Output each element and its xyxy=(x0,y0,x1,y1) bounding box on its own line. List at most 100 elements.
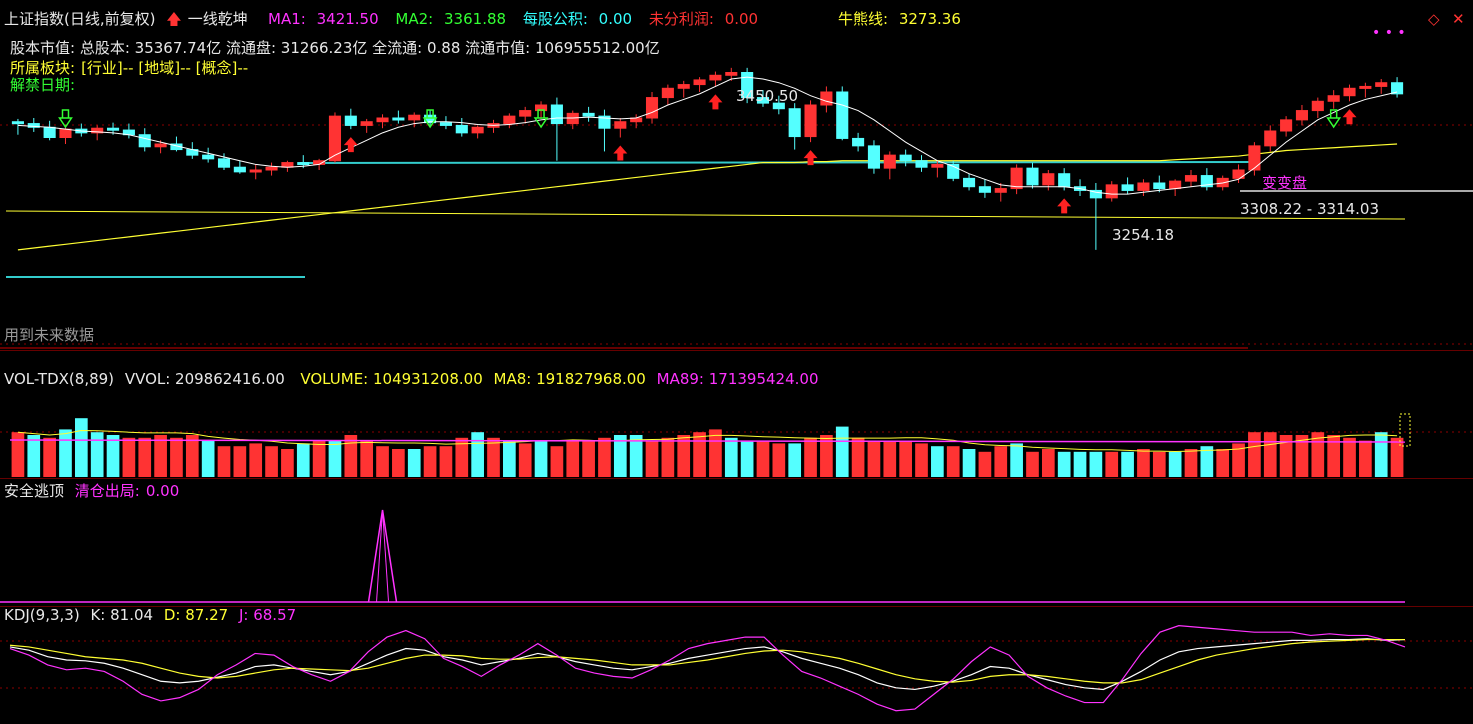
volume-bar xyxy=(1105,451,1119,477)
volume-bar xyxy=(629,435,643,477)
candle-body xyxy=(43,126,56,138)
volume-bar xyxy=(566,440,580,477)
kdj-header: KDJ(9,3,3) K: 81.04 D: 87.27 J: 68.57 xyxy=(4,606,302,624)
volume-chart[interactable] xyxy=(0,350,1473,478)
candle-body xyxy=(233,166,246,173)
volume-bar xyxy=(1263,432,1277,477)
safety-panel[interactable]: 安全逃顶 清仓出局: 0.00 xyxy=(0,478,1473,606)
volume-bar xyxy=(677,435,691,477)
volume-bar xyxy=(1248,432,1261,477)
candle-fill xyxy=(329,116,341,161)
volume-bar xyxy=(423,446,437,477)
main-chart-panel[interactable]: 上证指数(日线,前复权) 🡅 一线乾坤 MA1: 3421.50 MA2: 336… xyxy=(0,0,1473,350)
safety-header: 安全逃顶 清仓出局: 0.00 xyxy=(4,482,185,500)
more-dots-icon[interactable]: • • • xyxy=(1372,25,1406,41)
volume-bar xyxy=(820,435,833,477)
volume-bar xyxy=(978,451,992,477)
volume-bar xyxy=(233,446,247,477)
candle-fill xyxy=(376,118,389,122)
kdj-indicator-name[interactable]: KDJ(9,3,3) xyxy=(4,606,80,624)
volume-bar xyxy=(724,437,738,477)
volume-bar xyxy=(106,435,120,477)
k-line xyxy=(9,638,1406,691)
candlestick-chart[interactable] xyxy=(0,0,1473,350)
candle-body xyxy=(947,163,960,179)
volume-bar xyxy=(1057,451,1071,477)
candle-body xyxy=(741,72,754,99)
buy-arrow-icon xyxy=(1326,109,1342,129)
candle-fill xyxy=(408,115,420,120)
candle-body xyxy=(202,154,215,160)
volume-bar xyxy=(1010,443,1023,477)
candle-fill xyxy=(1042,173,1054,185)
volume-bar xyxy=(1343,437,1356,477)
candle-fill xyxy=(1264,131,1276,146)
volume-bar xyxy=(1279,435,1293,477)
candle-fill xyxy=(250,170,262,172)
candle-fill xyxy=(995,188,1007,193)
volume-bar xyxy=(1216,449,1230,477)
volume-bar xyxy=(1200,446,1214,477)
candle-fill xyxy=(804,105,817,137)
candle-fill xyxy=(931,164,943,168)
sell-arrow-icon xyxy=(613,145,628,161)
candle-body xyxy=(1026,167,1039,186)
vol-indicator-name[interactable]: VOL-TDX(8,89) xyxy=(4,370,115,388)
volume-bar xyxy=(899,440,912,477)
candle-fill xyxy=(519,110,531,117)
volume-bar xyxy=(170,437,183,477)
candle-fill xyxy=(1169,181,1181,189)
sector-label: 所属板块: xyxy=(10,59,76,77)
candle-fill xyxy=(1328,95,1340,102)
safety-spike xyxy=(367,509,398,603)
volume-bar xyxy=(962,449,976,477)
candle-fill xyxy=(725,72,737,76)
candle-body xyxy=(867,145,880,169)
candle-body xyxy=(836,91,849,139)
volume-bar xyxy=(503,440,516,477)
volume-bar xyxy=(1232,443,1245,477)
volume-bar xyxy=(281,449,294,477)
safety-indicator-name[interactable]: 安全逃顶 xyxy=(4,482,65,500)
stock-title[interactable]: 上证指数(日线,前复权) xyxy=(4,10,156,28)
candle-fill xyxy=(694,79,706,85)
candle-body xyxy=(788,108,801,138)
candle-body xyxy=(1391,82,1404,95)
volume-bar xyxy=(360,440,374,477)
safety-chart[interactable] xyxy=(0,478,1473,606)
volume-bar xyxy=(439,446,453,477)
candle-fill xyxy=(884,155,896,169)
vvol-value: VVOL: 209862416.00 xyxy=(124,370,285,388)
low-price-label: 3254.18 xyxy=(1112,226,1175,244)
sell-arrow-icon xyxy=(803,150,818,166)
future-data-note: 用到未来数据 xyxy=(4,326,95,344)
candle-fill xyxy=(1248,145,1260,170)
candle-fill xyxy=(155,144,167,147)
kdj-chart[interactable] xyxy=(0,606,1473,724)
volume-bar xyxy=(122,437,136,477)
signal-name: 一线乾坤 xyxy=(187,10,248,28)
candle-fill xyxy=(820,92,832,105)
ma2-label: MA2: xyxy=(395,10,434,28)
range-label: 3308.22 - 3314.03 xyxy=(1240,200,1380,218)
volume-bar xyxy=(11,432,25,477)
signal-up-arrow-icon: 🡅 xyxy=(166,10,182,28)
candle-body xyxy=(344,115,357,126)
volume-bar xyxy=(1121,451,1134,477)
candle-fill xyxy=(91,128,103,133)
gj-value: 0.00 xyxy=(598,10,633,28)
volume-bar xyxy=(43,437,56,477)
diamond-icon[interactable]: ◇ xyxy=(1428,10,1440,28)
buy-arrow-icon xyxy=(58,109,73,129)
candle-fill xyxy=(313,160,325,165)
volume-bar xyxy=(804,437,817,477)
kdj-panel[interactable]: KDJ(9,3,3) K: 81.04 D: 87.27 J: 68.57 xyxy=(0,606,1473,724)
volume-bar xyxy=(74,418,88,477)
candle-fill xyxy=(472,127,484,133)
close-icon[interactable]: ✕ xyxy=(1452,10,1465,28)
volume-panel[interactable]: VOL-TDX(8,89) VVOL: 209862416.00 VOLUME:… xyxy=(0,350,1473,478)
volume-bar xyxy=(709,429,722,477)
volume-bar xyxy=(376,446,389,477)
volume-bar xyxy=(1089,451,1103,477)
candle-fill xyxy=(59,129,72,138)
